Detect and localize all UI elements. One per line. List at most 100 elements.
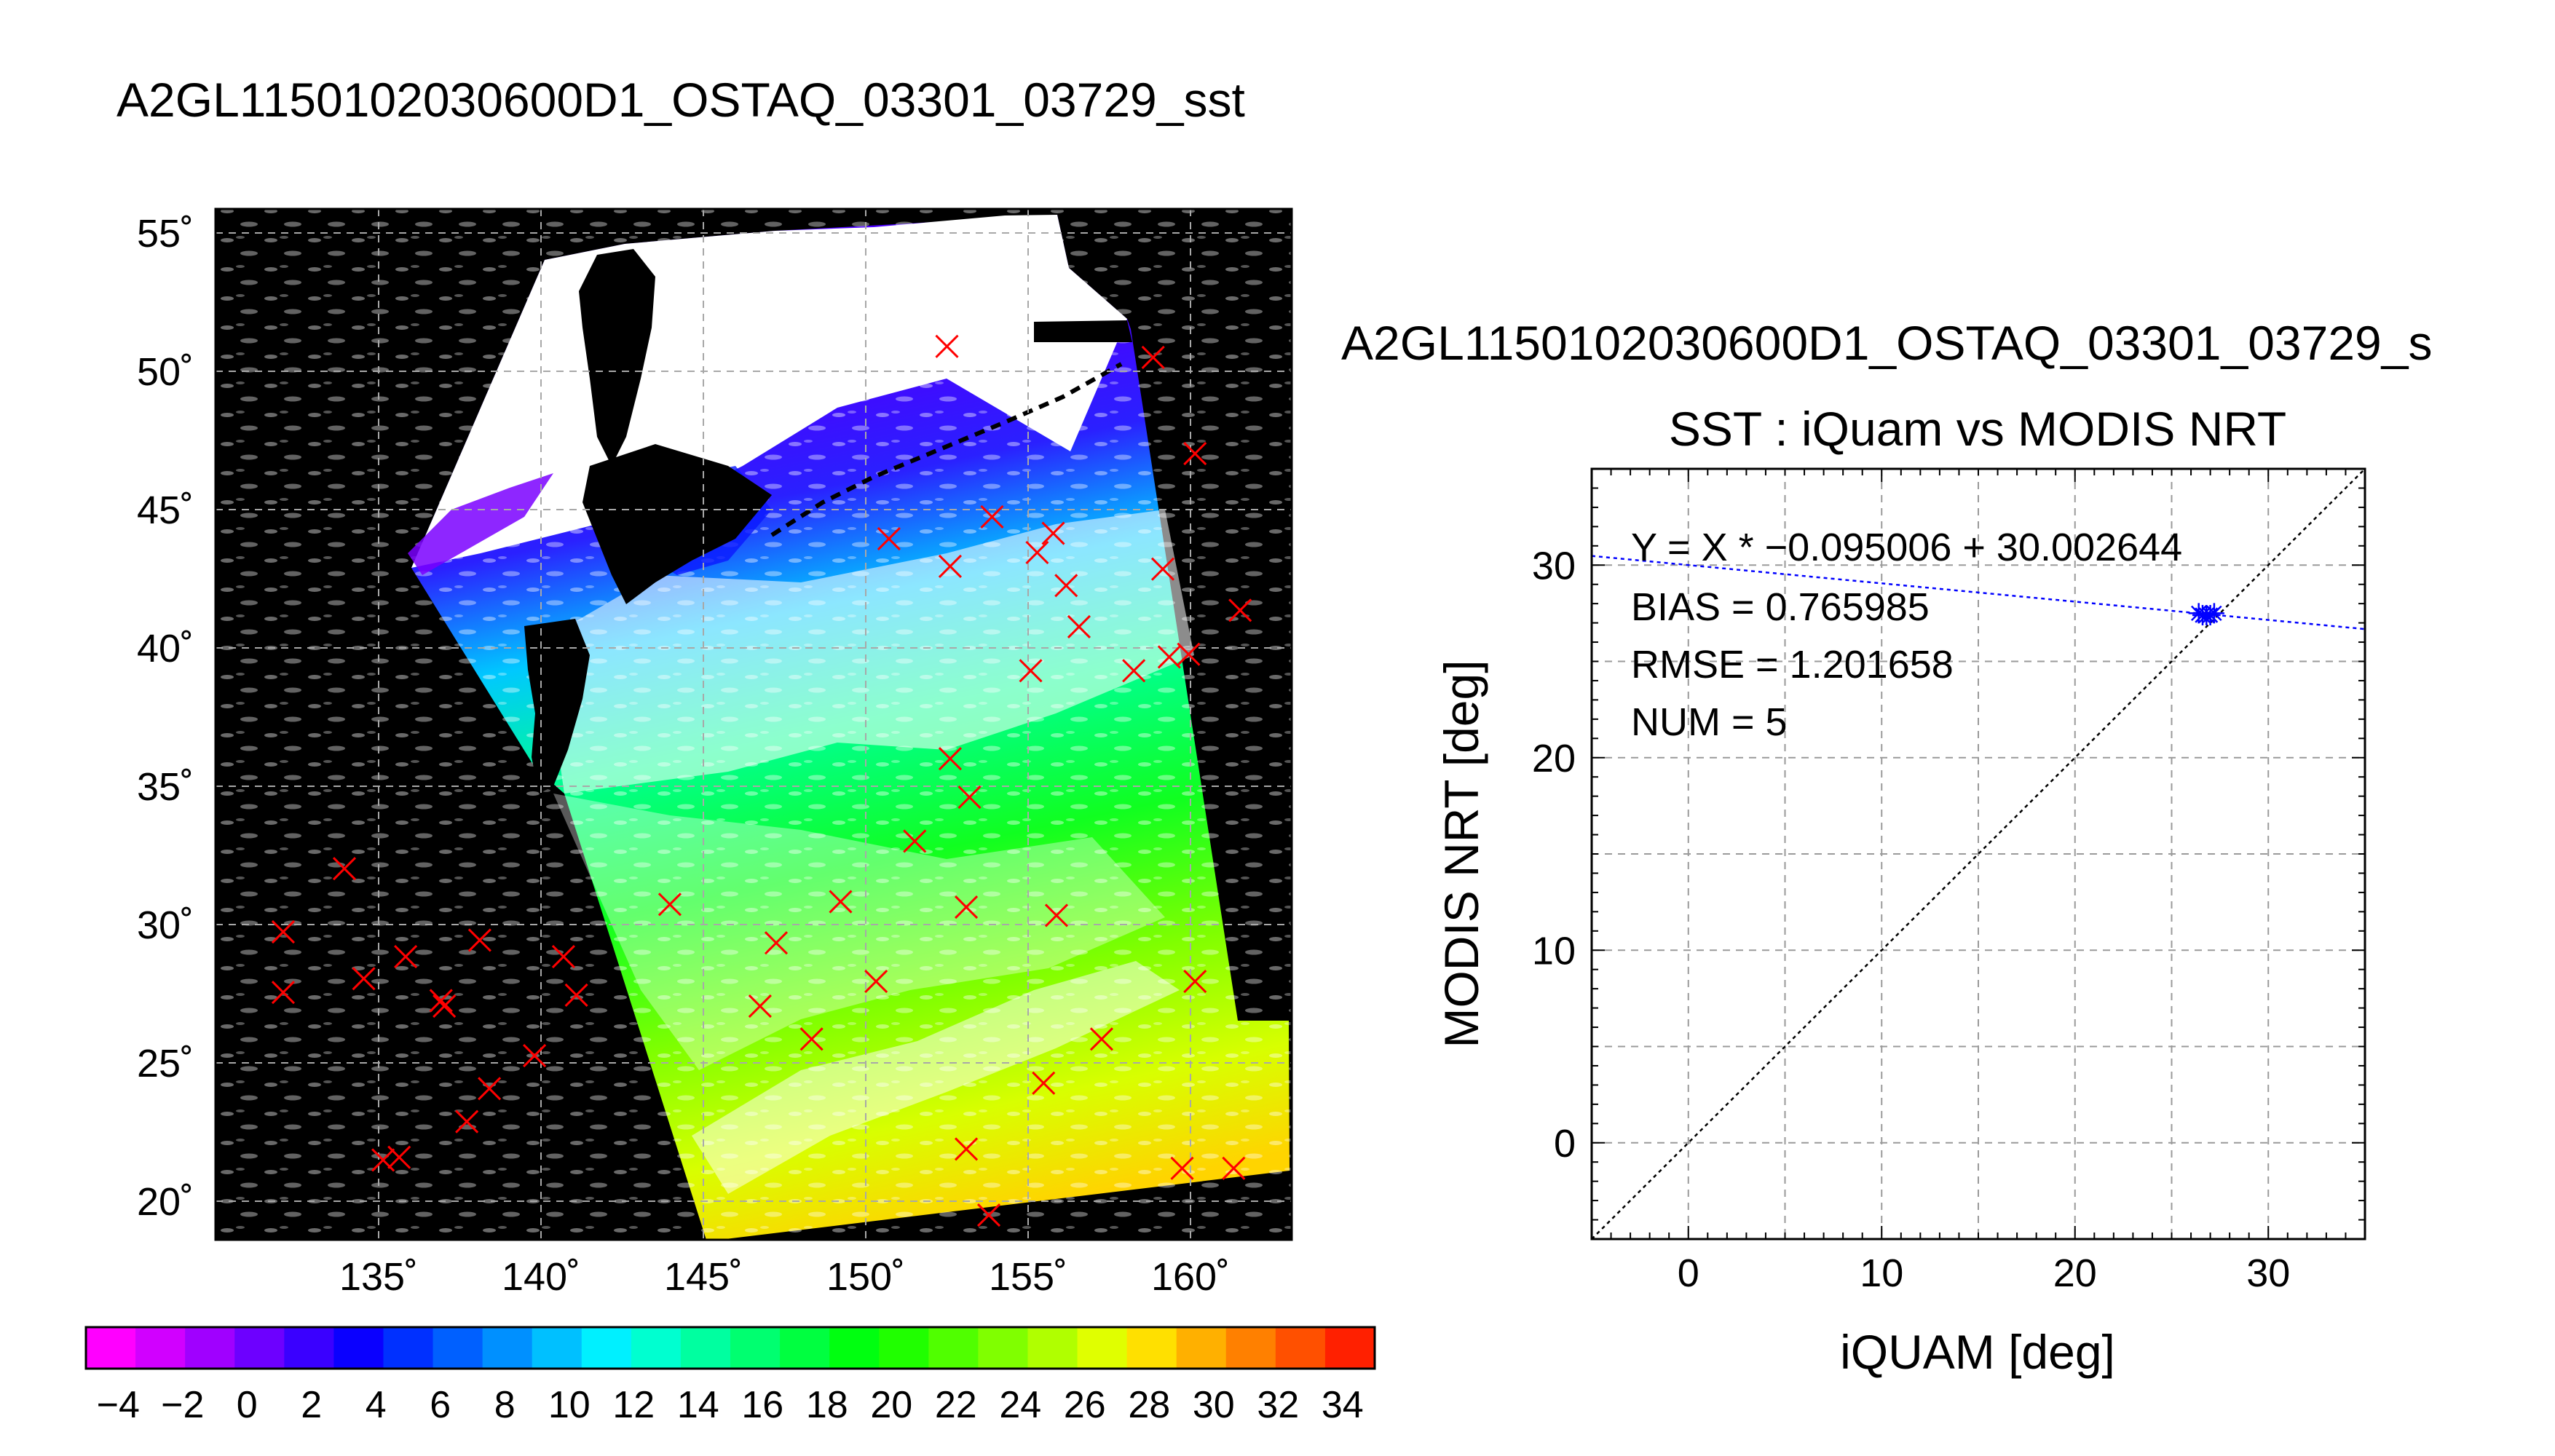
colorbar-label: 26 (1064, 1384, 1106, 1426)
map-markers (271, 334, 1252, 1227)
colorbar-cell (780, 1327, 830, 1369)
map-marker (551, 945, 575, 969)
map-marker (764, 931, 789, 955)
map-marker (864, 969, 888, 994)
map-frame (214, 207, 1293, 1241)
x-tick-label: 30 (2246, 1251, 2290, 1295)
cold-water-strip (408, 473, 553, 575)
colorbar-label: 28 (1128, 1384, 1170, 1426)
map-marker (1044, 903, 1069, 927)
lon-label-160: 160˚ (1151, 1255, 1230, 1299)
map-marker (455, 1109, 479, 1133)
map-marker (748, 994, 772, 1018)
map-marker (799, 1027, 824, 1051)
colorbar-label: 30 (1193, 1384, 1235, 1426)
fit-line (1592, 555, 2365, 630)
scatter-title: SST : iQuam vs MODIS NRT (1669, 402, 2286, 456)
scatter-point (2203, 603, 2224, 624)
map-marker (1019, 659, 1043, 683)
map-marker (564, 983, 588, 1007)
map-marker (1183, 969, 1207, 994)
map-marker (980, 505, 1004, 529)
map-marker (467, 928, 491, 952)
y-tick-label: 10 (1532, 929, 1576, 973)
map-marker (954, 1137, 979, 1161)
lon-label-155: 155˚ (989, 1255, 1067, 1299)
colorbar-label: 4 (366, 1384, 387, 1426)
colorbar-cell (1176, 1327, 1227, 1369)
x-tick-label: 10 (1860, 1251, 1903, 1295)
map-marker (1177, 642, 1201, 666)
map-marker (1041, 521, 1065, 545)
lat-label-20: 20˚ (137, 1180, 194, 1224)
scatter-points (2188, 603, 2224, 626)
colorbar: −4 −2 0 2 4 6 8 10 12 14 16 18 20 22 24 26 28 30 32 34 (84, 1326, 1376, 1426)
colorbar-cells (86, 1327, 1375, 1369)
lat-label-45: 45˚ (137, 488, 194, 532)
colorbar-cell (1027, 1327, 1078, 1369)
x-tick-label: 20 (2053, 1251, 2097, 1295)
map-marker (1122, 659, 1146, 683)
colorbar-cell (928, 1327, 979, 1369)
colorbar-label: 34 (1322, 1384, 1364, 1426)
colorbar-cell (532, 1327, 583, 1369)
map-marker (1183, 442, 1207, 466)
map-marker (935, 334, 959, 358)
map-marker (1222, 1156, 1246, 1180)
map-marker (387, 1145, 411, 1169)
map-marker (523, 1043, 547, 1068)
colorbar-cell (383, 1327, 434, 1369)
map-marker (271, 981, 295, 1005)
colorbar-label: 12 (612, 1384, 655, 1426)
scatter-y-axis-label: MODIS NRT [deg] (1434, 660, 1488, 1048)
colorbar-cell (1077, 1327, 1128, 1369)
map-marker (938, 747, 962, 771)
colorbar-label: 16 (741, 1384, 783, 1426)
colorbar-frame (84, 1326, 1376, 1370)
colorbar-label: 24 (999, 1384, 1041, 1426)
colorbar-cell (631, 1327, 682, 1369)
colorbar-label: 14 (677, 1384, 719, 1426)
map-marker (433, 994, 457, 1018)
map-marker (1054, 574, 1078, 598)
lon-axis-labels: 135˚ 140˚ 145˚ 150˚ 155˚ 160˚ (339, 1255, 1230, 1299)
landmass-kamchatka (1034, 320, 1132, 342)
colorbar-cell (333, 1327, 384, 1369)
map-marker (478, 1077, 502, 1101)
map-marker (271, 920, 295, 944)
map-marker (1032, 1071, 1056, 1095)
map-marker (429, 989, 453, 1013)
map-marker (976, 1203, 1001, 1227)
lon-label-150: 150˚ (826, 1255, 905, 1299)
annotation-fit-equation: Y = X * −0.095006 + 30.002644 (1631, 526, 2182, 569)
map-marker (1157, 645, 1181, 669)
annotation-bias: BIAS = 0.765985 (1631, 585, 1930, 629)
colorbar-label: −4 (97, 1384, 140, 1426)
y-tick-label: 0 (1554, 1122, 1576, 1166)
map-marker (1150, 557, 1175, 581)
scatter-frame (1590, 467, 2366, 1241)
scatter-x-tick-labels: 0 10 20 30 (1678, 1251, 2291, 1295)
map-marker (954, 895, 979, 919)
colorbar-label: 18 (806, 1384, 848, 1426)
lon-label-145: 145˚ (664, 1255, 743, 1299)
sst-map: 55˚ 50˚ 45˚ 40˚ 35˚ 30˚ 25˚ 20˚ 135˚ 140… (137, 207, 1293, 1299)
cloud-cover (216, 209, 1292, 1240)
map-marker (394, 945, 418, 969)
lat-label-25: 25˚ (137, 1042, 194, 1085)
map-marker (352, 967, 376, 991)
map-marker (938, 554, 962, 578)
colorbar-label: 6 (430, 1384, 451, 1426)
map-marker (657, 893, 682, 917)
lon-label-135: 135˚ (339, 1255, 418, 1299)
colorbar-cell (1126, 1327, 1177, 1369)
colorbar-cell (1225, 1327, 1276, 1369)
lat-axis-labels: 55˚ 50˚ 45˚ 40˚ 35˚ 30˚ 25˚ 20˚ (137, 212, 194, 1224)
landmass-sakhalin (579, 249, 655, 466)
colorbar-cell (1275, 1327, 1326, 1369)
y-tick-label: 20 (1532, 737, 1576, 780)
colorbar-cell (978, 1327, 1028, 1369)
scatter-x-axis-label: iQUAM [deg] (1840, 1325, 2115, 1379)
colorbar-cell (680, 1327, 731, 1369)
